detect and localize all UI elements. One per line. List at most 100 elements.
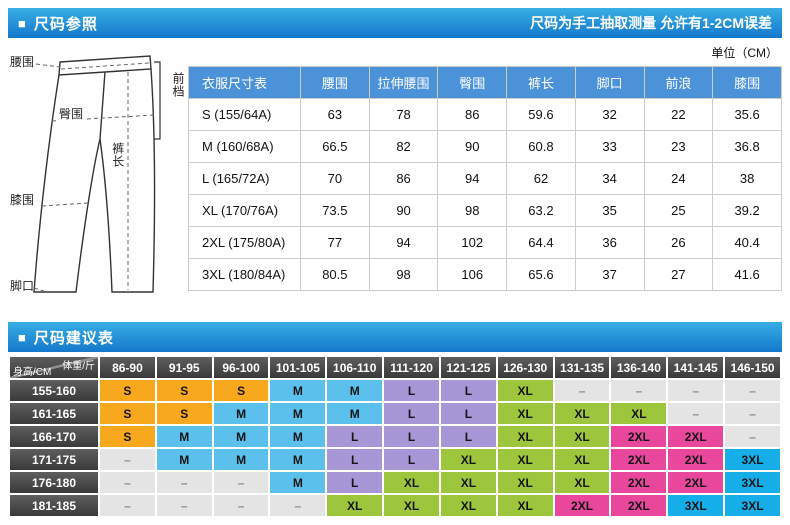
waist-label: 腰围 (10, 55, 35, 69)
recommended-size-cell: XL (440, 472, 496, 493)
section-bullet-icon: ■ (18, 15, 26, 31)
measurement-cell: 25 (643, 194, 714, 227)
measurement-lines (33, 62, 155, 292)
size-table-body: S (155/64A) 63 78 86 59.6 32 22 35.6 M (160/68A)… (188, 98, 782, 291)
recommended-size-cell: L (327, 449, 383, 470)
recommended-size-cell: 2XL (611, 449, 667, 470)
measurement-cell: 22 (643, 98, 714, 131)
waist-measure-line (60, 62, 150, 70)
measurement-cell: 98 (368, 258, 439, 291)
measurement-cell: 38 (712, 162, 782, 195)
height-row-header: 166-170 (10, 426, 98, 447)
recommended-size-cell: XL (440, 495, 496, 516)
knee-label: 膝围 (10, 193, 35, 207)
waist-leader-line (35, 63, 61, 68)
measurement-cell: 102 (437, 226, 508, 259)
recommended-size-cell: 2XL (611, 472, 667, 493)
measurement-cell: 24 (643, 162, 714, 195)
size-table-area: 单位（CM） 衣服尺寸表 腰围 拉伸腰围 臀围 裤长 脚口 前浪 膝围 S (155/64A)… (186, 38, 782, 316)
measurement-cell: 26 (643, 226, 714, 259)
height-row-header: 155-160 (10, 380, 98, 401)
size-table-row: 3XL (180/84A) 80.5 98 106 65.6 37 27 41.6 (188, 258, 782, 291)
recommended-size-cell: XL (554, 449, 610, 470)
no-size-cell: – (725, 426, 780, 447)
suggestion-row: 181-185– – – – XL XL XL XL 2XL 2XL 3XL 3XL (10, 495, 780, 516)
measurement-cell: 39.2 (712, 194, 782, 227)
measurement-col-header: 拉伸腰围 (368, 66, 439, 99)
pants-outline-svg (33, 55, 161, 293)
measurement-cell: 35.6 (712, 98, 782, 131)
no-size-cell: – (156, 495, 212, 516)
suggestion-row: 171-175– M M M L L XL XL XL 2XL 2XL 3XL (10, 449, 780, 470)
recommended-size-cell: XL (554, 403, 610, 424)
weight-col-header: 96-100 (213, 357, 269, 378)
recommended-size-cell: XL (554, 472, 610, 493)
recommended-size-cell: S (100, 403, 155, 424)
no-size-cell: – (611, 380, 667, 401)
weight-col-header: 126-130 (497, 357, 553, 378)
size-reference-title: 尺码参照 (33, 15, 98, 33)
measurement-cell: 33 (574, 130, 645, 163)
measurement-cell: 37 (574, 258, 645, 291)
measurement-cell: 86 (437, 98, 508, 131)
recommended-size-cell: S (156, 403, 212, 424)
size-table-row: M (160/68A) 66.5 82 90 60.8 33 23 36.8 (188, 130, 782, 163)
hem-label: 脚口 (10, 279, 35, 293)
recommended-size-cell: 3XL (668, 495, 724, 516)
recommended-size-cell: XL (497, 449, 553, 470)
recommended-size-cell: 3XL (725, 495, 780, 516)
knee-measure-line (41, 202, 89, 207)
measurement-cell: 94 (437, 162, 508, 195)
size-col-header: 衣服尺寸表 (188, 66, 301, 99)
recommended-size-cell: L (440, 426, 496, 447)
recommended-size-cell: S (100, 380, 155, 401)
weight-col-header: 91-95 (156, 357, 212, 378)
size-suggestion-table: 体重/斤 身高/CM 86-90 91-95 96-100 101-105 106-11… (8, 355, 782, 518)
size-label-cell: L (165/72A) (188, 162, 301, 195)
recommended-size-cell: 2XL (668, 449, 724, 470)
right-leg-shape (99, 68, 156, 293)
recommended-size-cell: S (213, 380, 269, 401)
size-reference-header-bar: ■ 尺码参照 尺码为手工抽取测量 允许有1-2CM误差 (8, 8, 782, 38)
size-table: 衣服尺寸表 腰围 拉伸腰围 臀围 裤长 脚口 前浪 膝围 S (155/64A) 63 78 86 5… (188, 66, 782, 291)
pants-measurement-diagram: 腰围 前档 臀围 裤长 膝围 脚口 (8, 42, 186, 314)
measurement-col-header: 腰围 (300, 66, 370, 99)
recommended-size-cell: M (270, 449, 326, 470)
measurement-cell: 59.6 (506, 98, 576, 131)
recommended-size-cell: M (270, 472, 326, 493)
recommended-size-cell: 2XL (611, 495, 667, 516)
size-table-header-row: 衣服尺寸表 腰围 拉伸腰围 臀围 裤长 脚口 前浪 膝围 (188, 66, 782, 99)
recommended-size-cell: M (156, 449, 212, 470)
measurement-cell: 98 (437, 194, 508, 227)
recommended-size-cell: 2XL (668, 472, 724, 493)
measurement-col-header: 裤长 (506, 66, 576, 99)
measurement-cell: 65.6 (506, 258, 576, 291)
size-label-cell: 3XL (180/84A) (188, 258, 301, 291)
height-row-header: 176-180 (10, 472, 98, 493)
size-table-row: S (155/64A) 63 78 86 59.6 32 22 35.6 (188, 98, 782, 131)
measurement-cell: 66.5 (300, 130, 370, 163)
measurement-cell: 86 (368, 162, 439, 195)
unit-label: 单位（CM） (711, 46, 778, 60)
measurement-cell: 78 (368, 98, 439, 131)
recommended-size-cell: M (213, 403, 269, 424)
section-bullet-icon: ■ (18, 329, 26, 345)
recommended-size-cell: S (156, 380, 212, 401)
recommended-size-cell: XL (384, 495, 439, 516)
measurement-col-header: 膝围 (712, 66, 782, 99)
recommended-size-cell: M (270, 380, 326, 401)
no-size-cell: – (270, 495, 326, 516)
measurement-cell: 63.2 (506, 194, 576, 227)
measurement-cell: 64.4 (506, 226, 576, 259)
recommended-size-cell: M (156, 426, 212, 447)
measurement-cell: 90 (368, 194, 439, 227)
suggestion-row: 155-160 S S S M M L L XL – – – – (10, 380, 780, 401)
weight-col-header: 141-145 (668, 357, 724, 378)
height-row-header: 161-165 (10, 403, 98, 424)
measurement-cell: 90 (437, 130, 508, 163)
no-size-cell: – (725, 403, 780, 424)
left-leg-shape (33, 74, 101, 293)
measurement-cell: 32 (574, 98, 645, 131)
recommended-size-cell: L (327, 472, 383, 493)
